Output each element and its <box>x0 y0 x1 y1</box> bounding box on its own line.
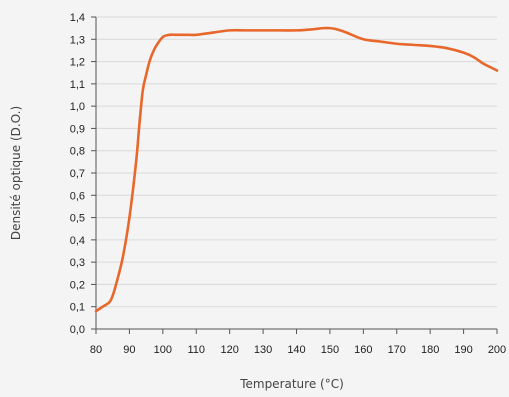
x-tick-label: 90 <box>123 344 135 356</box>
series-layer <box>94 26 499 313</box>
x-tick-label: 110 <box>187 344 205 356</box>
x-tick-label: 140 <box>287 344 305 356</box>
x-tick-label: 200 <box>488 344 506 356</box>
x-tick-label: 120 <box>220 344 238 356</box>
x-tick-label: 150 <box>321 344 339 356</box>
y-tick-label: 1,3 <box>70 34 85 46</box>
y-axis-title: Densité optique (D.O.) <box>9 106 23 240</box>
x-tick-label: 180 <box>421 344 439 356</box>
y-tick-label: 0,9 <box>70 123 85 135</box>
series-line <box>94 26 499 313</box>
y-tick-label: 1,2 <box>70 57 85 69</box>
x-tick-label: 130 <box>254 344 272 356</box>
y-tick-label: 0,8 <box>70 146 85 158</box>
x-tick-label: 160 <box>354 344 372 356</box>
x-tick-label: 100 <box>154 344 172 356</box>
y-tick-label: 0,1 <box>70 302 85 314</box>
y-tick-label: 0,3 <box>70 257 85 269</box>
grid-layer <box>96 16 497 308</box>
x-axis-title: Temperature (°C) <box>239 377 344 391</box>
y-tick-label: 0,5 <box>70 213 85 225</box>
y-tick-label: 1,4 <box>70 12 85 24</box>
y-tick-label: 0,7 <box>70 168 85 180</box>
axis-layer <box>91 16 498 334</box>
x-tick-label: 190 <box>454 344 472 356</box>
x-tick-label: 170 <box>388 344 406 356</box>
y-tick-label: 1,1 <box>70 79 85 91</box>
y-tick-label: 0,4 <box>70 235 85 247</box>
y-tick-label: 0,2 <box>70 279 85 291</box>
y-tick-label: 0,0 <box>70 324 85 336</box>
y-tick-label: 1,0 <box>70 101 85 113</box>
x-tick-label: 80 <box>90 344 102 356</box>
y-tick-label: 0,6 <box>70 190 85 202</box>
label-layer: 0,0 0,1 0,2 0,3 0,4 0,5 0,6 0,7 0,8 0,9 1,0 1,1 1,2 1… <box>70 12 506 356</box>
